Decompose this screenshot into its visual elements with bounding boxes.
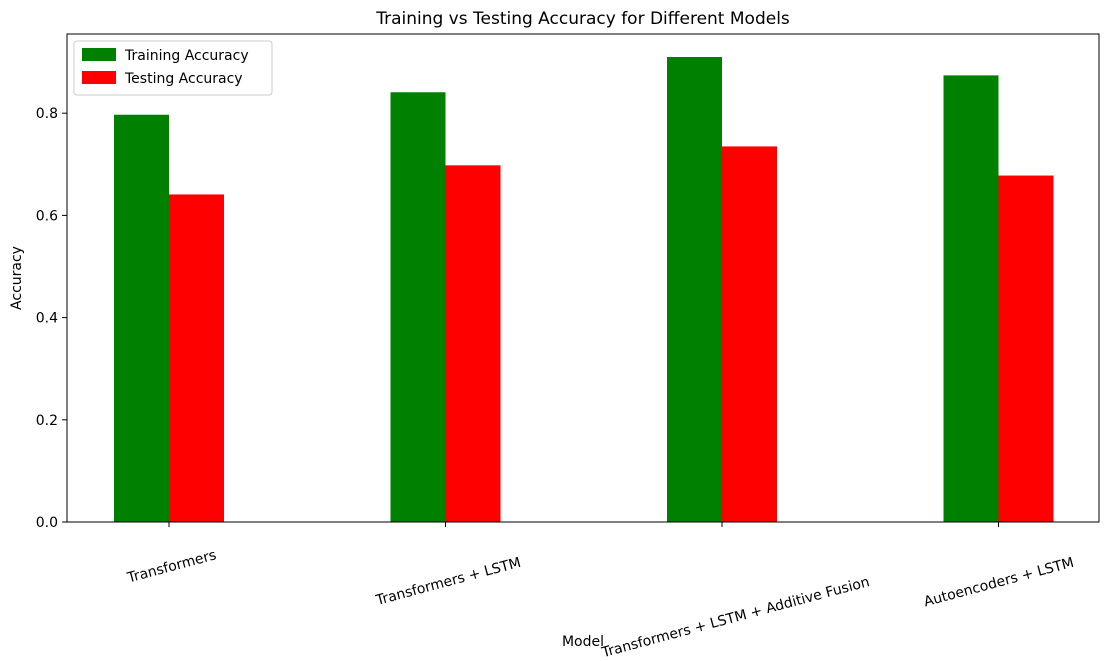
bars-layer bbox=[114, 56, 1054, 523]
legend-label: Testing Accuracy bbox=[124, 71, 243, 87]
chart-title: Training vs Testing Accuracy for Differe… bbox=[375, 9, 790, 29]
bar-testing-3 bbox=[722, 146, 777, 522]
bar-training-3 bbox=[667, 56, 722, 523]
bar-testing-4 bbox=[998, 175, 1054, 523]
bar-training-2 bbox=[390, 92, 446, 522]
x-tick-label: Transformers + LSTM + Additive Fusion bbox=[599, 574, 871, 657]
legend-swatch bbox=[82, 71, 116, 84]
y-tick-label: 0.2 bbox=[36, 413, 58, 429]
x-tick-label: Transformers bbox=[125, 547, 218, 586]
bar-training-1 bbox=[114, 114, 169, 522]
y-axis-label: Accuracy bbox=[9, 246, 25, 310]
x-tick-label: Transformers + LSTM bbox=[373, 555, 522, 609]
legend-label: Training Accuracy bbox=[124, 48, 249, 64]
legend-swatch bbox=[82, 48, 116, 61]
bar-testing-2 bbox=[445, 165, 501, 522]
y-tick-label: 0.8 bbox=[36, 106, 58, 122]
y-tick-label: 0.0 bbox=[36, 515, 58, 531]
x-tick-label: Autoencoders + LSTM bbox=[922, 555, 1076, 611]
plot-frame bbox=[66, 33, 1100, 523]
bar-testing-1 bbox=[169, 194, 224, 522]
y-tick-label: 0.6 bbox=[36, 208, 58, 224]
y-axis: 0.0 0.2 0.4 0.6 0.8 bbox=[36, 106, 67, 531]
legend: Training Accuracy Testing Accuracy bbox=[73, 40, 273, 96]
y-tick-label: 0.4 bbox=[36, 311, 58, 327]
legend-box bbox=[73, 40, 273, 96]
x-axis-label: Model bbox=[562, 634, 604, 650]
bar-training-4 bbox=[943, 75, 999, 523]
